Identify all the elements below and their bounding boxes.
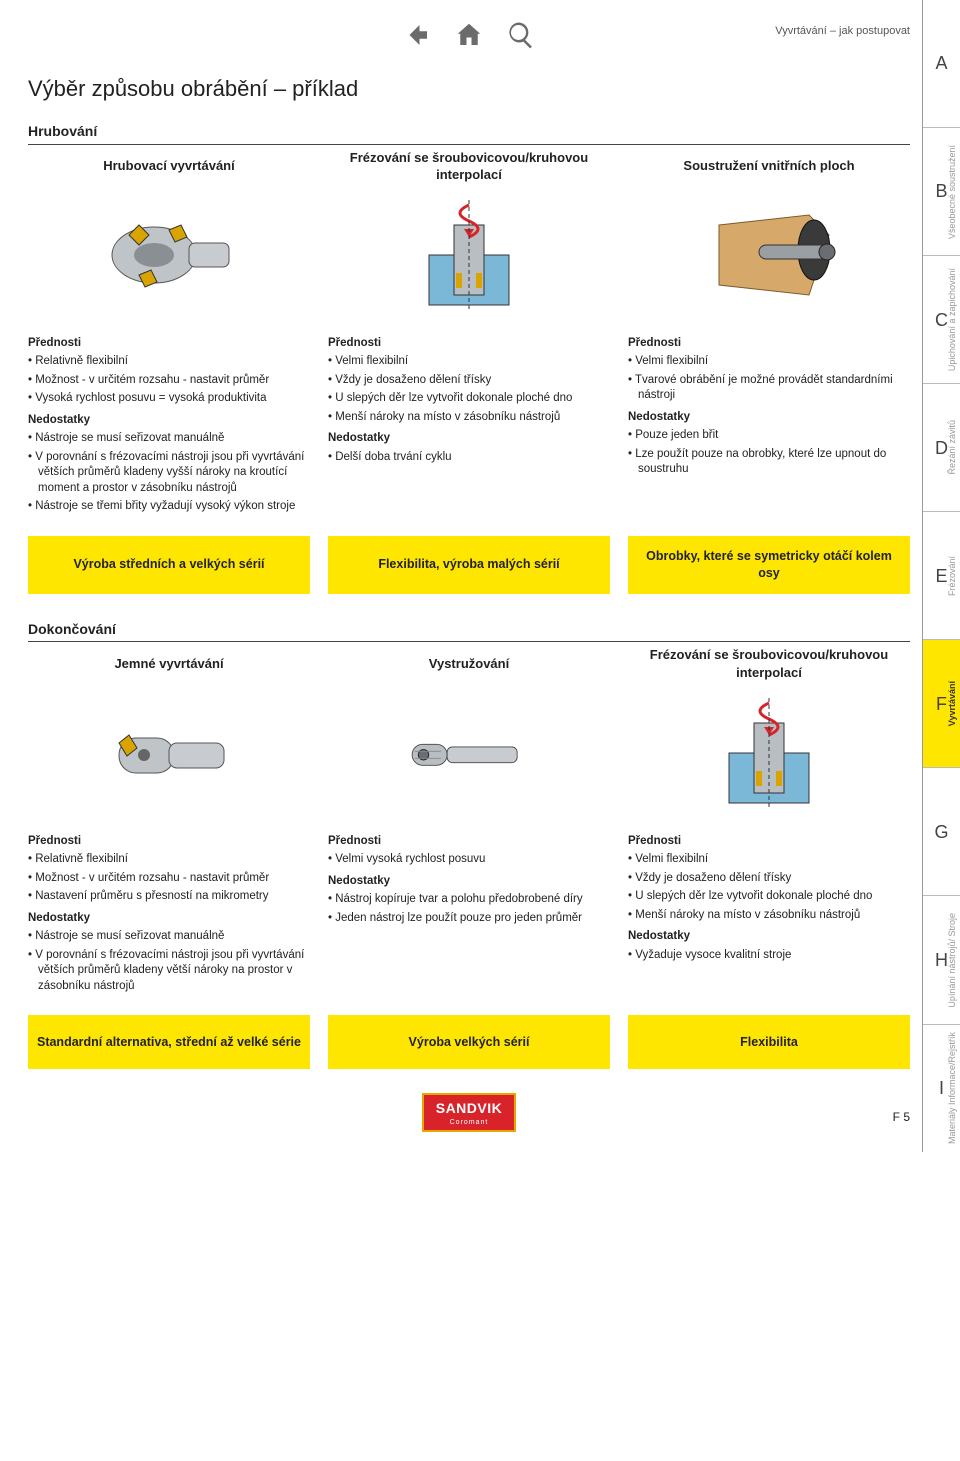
search-icon[interactable] [506, 20, 536, 50]
side-tab-letter: I [939, 1076, 944, 1100]
top-icon-bar: Vyvrtávání – jak postupovat [28, 20, 910, 64]
side-tab-G[interactable]: G [923, 768, 960, 896]
list-item: Menší nároky na místo v zásobníku nástro… [628, 908, 910, 924]
disadvantages-label: Nedostatky [28, 911, 310, 927]
side-tab-label: Vyvrtávání [946, 681, 958, 726]
disadvantages-label: Nedostatky [328, 874, 610, 890]
boring-tool-illustration [28, 190, 310, 320]
s1-figures [28, 190, 910, 320]
side-tab-label: Upichování a zapichování [946, 268, 958, 371]
list-item: Nástroj kopíruje tvar a polohu předobrob… [328, 892, 610, 908]
list-item: Lze použít pouze na obrobky, které lze u… [628, 447, 910, 478]
side-tab-label: Upínání nástrojů/ Stroje [946, 913, 958, 1008]
s! 2-col3-summary: Flexibilita [628, 1015, 910, 1069]
list-item: Vždy je dosaženo dělení třísky [628, 871, 910, 887]
back-arrow-icon[interactable] [402, 20, 432, 50]
s2-col2-head: Vystružování [328, 646, 610, 681]
list-item: Vždy je dosaženo dělení třísky [328, 373, 610, 389]
advantages-label: Přednosti [628, 336, 910, 352]
s1-col1-summary: Výroba středních a velkých sérií [28, 536, 310, 594]
advantages-label: Přednosti [28, 336, 310, 352]
breadcrumb: Vyvrtávání – jak postupovat [775, 24, 910, 39]
side-tab-E[interactable]: EFrézování [923, 512, 960, 640]
advantages-label: Přednosti [328, 834, 610, 850]
s1-col3-text: Přednosti Velmi flexibilní Tvarové obrábě… [628, 330, 910, 518]
list-item: Velmi vysoká rychlost posuvu [328, 852, 610, 868]
list-item: Jeden nástroj lze použít pouze pro jeden… [328, 911, 610, 927]
s2-col2-summary: Výroba velkých sérií [328, 1015, 610, 1069]
side-tab-label: Všeobecné soustružení [946, 145, 958, 239]
section1-label: Hrubování [28, 122, 910, 145]
s1-col1-text: Přednosti Relativně flexibilní Možnost - … [28, 330, 310, 518]
side-tab-C[interactable]: CUpichování a zapichování [923, 256, 960, 384]
s2-col3-text: Přednosti Velmi flexibilní Vždy je dosaže… [628, 828, 910, 998]
side-tab-A[interactable]: A [923, 0, 960, 128]
s1-col1-head: Hrubovací vyvrtávání [28, 149, 310, 184]
side-tab-H[interactable]: HUpínání nástrojů/ Stroje [923, 896, 960, 1024]
list-item: Vyžaduje vysoce kvalitní stroje [628, 948, 910, 964]
s2-col2-text: Přednosti Velmi vysoká rychlost posuvu N… [328, 828, 610, 998]
helical-milling-illustration [328, 190, 610, 320]
side-tab-F[interactable]: FVyvrtávání [923, 640, 960, 768]
list-item: Relativně flexibilní [28, 354, 310, 370]
s2-figures [28, 688, 910, 818]
advantages-label: Přednosti [628, 834, 910, 850]
side-tab-letter: A [935, 51, 947, 75]
page-title: Výběr způsobu obrábění – příklad [28, 74, 910, 104]
list-item: Delší doba trvání cyklu [328, 450, 610, 466]
side-tab-D[interactable]: DŘezání závitů [923, 384, 960, 512]
helical-milling-illustration [628, 688, 910, 818]
advantages-label: Přednosti [28, 834, 310, 850]
side-tab-B[interactable]: BVšeobecné soustružení [923, 128, 960, 256]
disadvantages-label: Nedostatky [628, 410, 910, 426]
list-item: Relativně flexibilní [28, 852, 310, 868]
side-tab-label: Řezání závitů [946, 420, 958, 475]
page-number: F 5 [893, 1109, 910, 1125]
section2-label: Dokončování [28, 620, 910, 643]
advantages-label: Přednosti [328, 336, 610, 352]
list-item: Nastavení průměru s přesností na mikrome… [28, 889, 310, 905]
list-item: Vysoká rychlost posuvu = vysoká produkti… [28, 391, 310, 407]
side-tab-label: Frézování [946, 556, 958, 596]
s1-col2-text: Přednosti Velmi flexibilní Vždy je dosaže… [328, 330, 610, 518]
list-item: Velmi flexibilní [628, 354, 910, 370]
list-item: Nástroje se musí seřizovat manuálně [28, 929, 310, 945]
list-item: Nástroje se musí seřizovat manuálně [28, 431, 310, 447]
s1-col3-summary: Obrobky, které se symetricky otáčí kolem… [628, 536, 910, 594]
internal-turning-illustration [628, 190, 910, 320]
s2-col1-text: Přednosti Relativně flexibilní Možnost - … [28, 828, 310, 998]
side-tab-I[interactable]: IMateriály Informace/Rejstřík [923, 1025, 960, 1152]
s2-col1-head: Jemné vyvrtávání [28, 646, 310, 681]
s1-col3-head: Soustružení vnitřních ploch [628, 149, 910, 184]
side-tab-letter: G [934, 820, 948, 844]
disadvantages-label: Nedostatky [328, 431, 610, 447]
list-item: Možnost - v určitém rozsahu - nastavit p… [28, 373, 310, 389]
list-item: U slepých děr lze vytvořit dokonale ploc… [328, 391, 610, 407]
disadvantages-label: Nedostatky [28, 413, 310, 429]
reaming-illustration [328, 688, 610, 818]
list-item: V porovnání s frézovacími nástroji jsou … [28, 450, 310, 497]
list-item: Menší nároky na místo v zásobníku nástro… [328, 410, 610, 426]
list-item: Tvarové obrábění je možné provádět stand… [628, 373, 910, 404]
s2-col3-head: Frézování se šroubovicovou/kruhovou inte… [628, 646, 910, 681]
list-item: Možnost - v určitém rozsahu - nastavit p… [28, 871, 310, 887]
list-item: Velmi flexibilní [628, 852, 910, 868]
home-icon[interactable] [454, 20, 484, 50]
side-tab-label: Materiály Informace/Rejstřík [946, 1032, 958, 1144]
list-item: V porovnání s frézovacími nástroji jsou … [28, 948, 310, 995]
list-item: U slepých děr lze vytvořit dokonale ploc… [628, 889, 910, 905]
s2-col1-summary: Standardní alternativa, střední až velké… [28, 1015, 310, 1069]
s1-col2-summary: Flexibilita, výroba malých sérií [328, 536, 610, 594]
disadvantages-label: Nedostatky [628, 929, 910, 945]
side-index: A BVšeobecné soustruženíCUpichování a zap… [922, 0, 960, 1152]
list-item: Velmi flexibilní [328, 354, 610, 370]
list-item: Nástroje se třemi břity vyžadují vysoký … [28, 499, 310, 515]
s1-col2-head: Frézování se šroubovicovou/kruhovou inte… [328, 149, 610, 184]
fine-boring-illustration [28, 688, 310, 818]
list-item: Pouze jeden břit [628, 428, 910, 444]
brand-logo: SANDVIKCoromant [422, 1093, 517, 1131]
